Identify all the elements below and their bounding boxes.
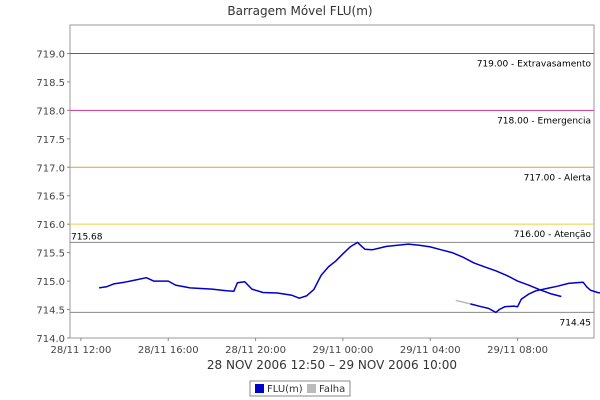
x-tick-label-3: 29/11 00:00 <box>313 345 374 356</box>
y-tick-label-10: 719.0 <box>36 49 65 60</box>
x-tick-label-2: 28/11 20:00 <box>225 345 286 356</box>
y-tick-label-6: 717.0 <box>36 163 65 174</box>
threshold-label-3: 716.00 - Atenção <box>514 230 592 240</box>
y-tick-label-0: 714.0 <box>36 334 65 345</box>
legend: FLU(m) Falha <box>249 380 351 397</box>
chart-title: Barragem Móvel FLU(m) <box>227 4 372 18</box>
threshold-label-2: 717.00 - Alerta <box>524 173 591 183</box>
threshold-label-1: 718.00 - Emergencia <box>497 116 591 126</box>
y-tick-label-4: 716.0 <box>36 220 65 231</box>
x-tick-label-1: 28/11 16:00 <box>138 345 199 356</box>
marker-label-1: 714.45 <box>560 318 592 328</box>
y-tick-label-3: 715.5 <box>36 249 65 260</box>
series-flu-line-0 <box>98 241 562 299</box>
legend-swatch-falha <box>307 384 316 393</box>
y-tick-label-5: 716.5 <box>36 192 65 203</box>
legend-label-falha: Falha <box>319 384 345 395</box>
chart-subtitle: 28 NOV 2006 12:50 – 29 NOV 2006 10:00 <box>207 358 457 372</box>
y-tick-label-8: 718.0 <box>36 106 65 117</box>
legend-swatch-flu <box>255 384 264 393</box>
legend-label-flu: FLU(m) <box>267 384 303 395</box>
x-tick-label-4: 29/11 04:00 <box>400 345 461 356</box>
legend-box <box>249 380 351 397</box>
x-tick-label-5: 29/11 08:00 <box>487 345 548 356</box>
series-falha-line <box>455 299 471 305</box>
x-tick-label-0: 28/11 12:00 <box>51 345 112 356</box>
y-tick-label-9: 718.5 <box>36 78 65 89</box>
y-tick-label-7: 717.5 <box>36 135 65 146</box>
plot-area: 719.00 - Extravasamento 718.00 - Emergenc… <box>36 24 600 356</box>
series-flu-line-1 <box>470 281 600 314</box>
y-tick-label-1: 714.5 <box>36 306 65 317</box>
threshold-label-0: 719.00 - Extravasamento <box>477 59 592 69</box>
plot-background <box>69 24 595 339</box>
marker-label-0: 715.68 <box>71 232 103 242</box>
y-tick-label-2: 715.0 <box>36 277 65 288</box>
